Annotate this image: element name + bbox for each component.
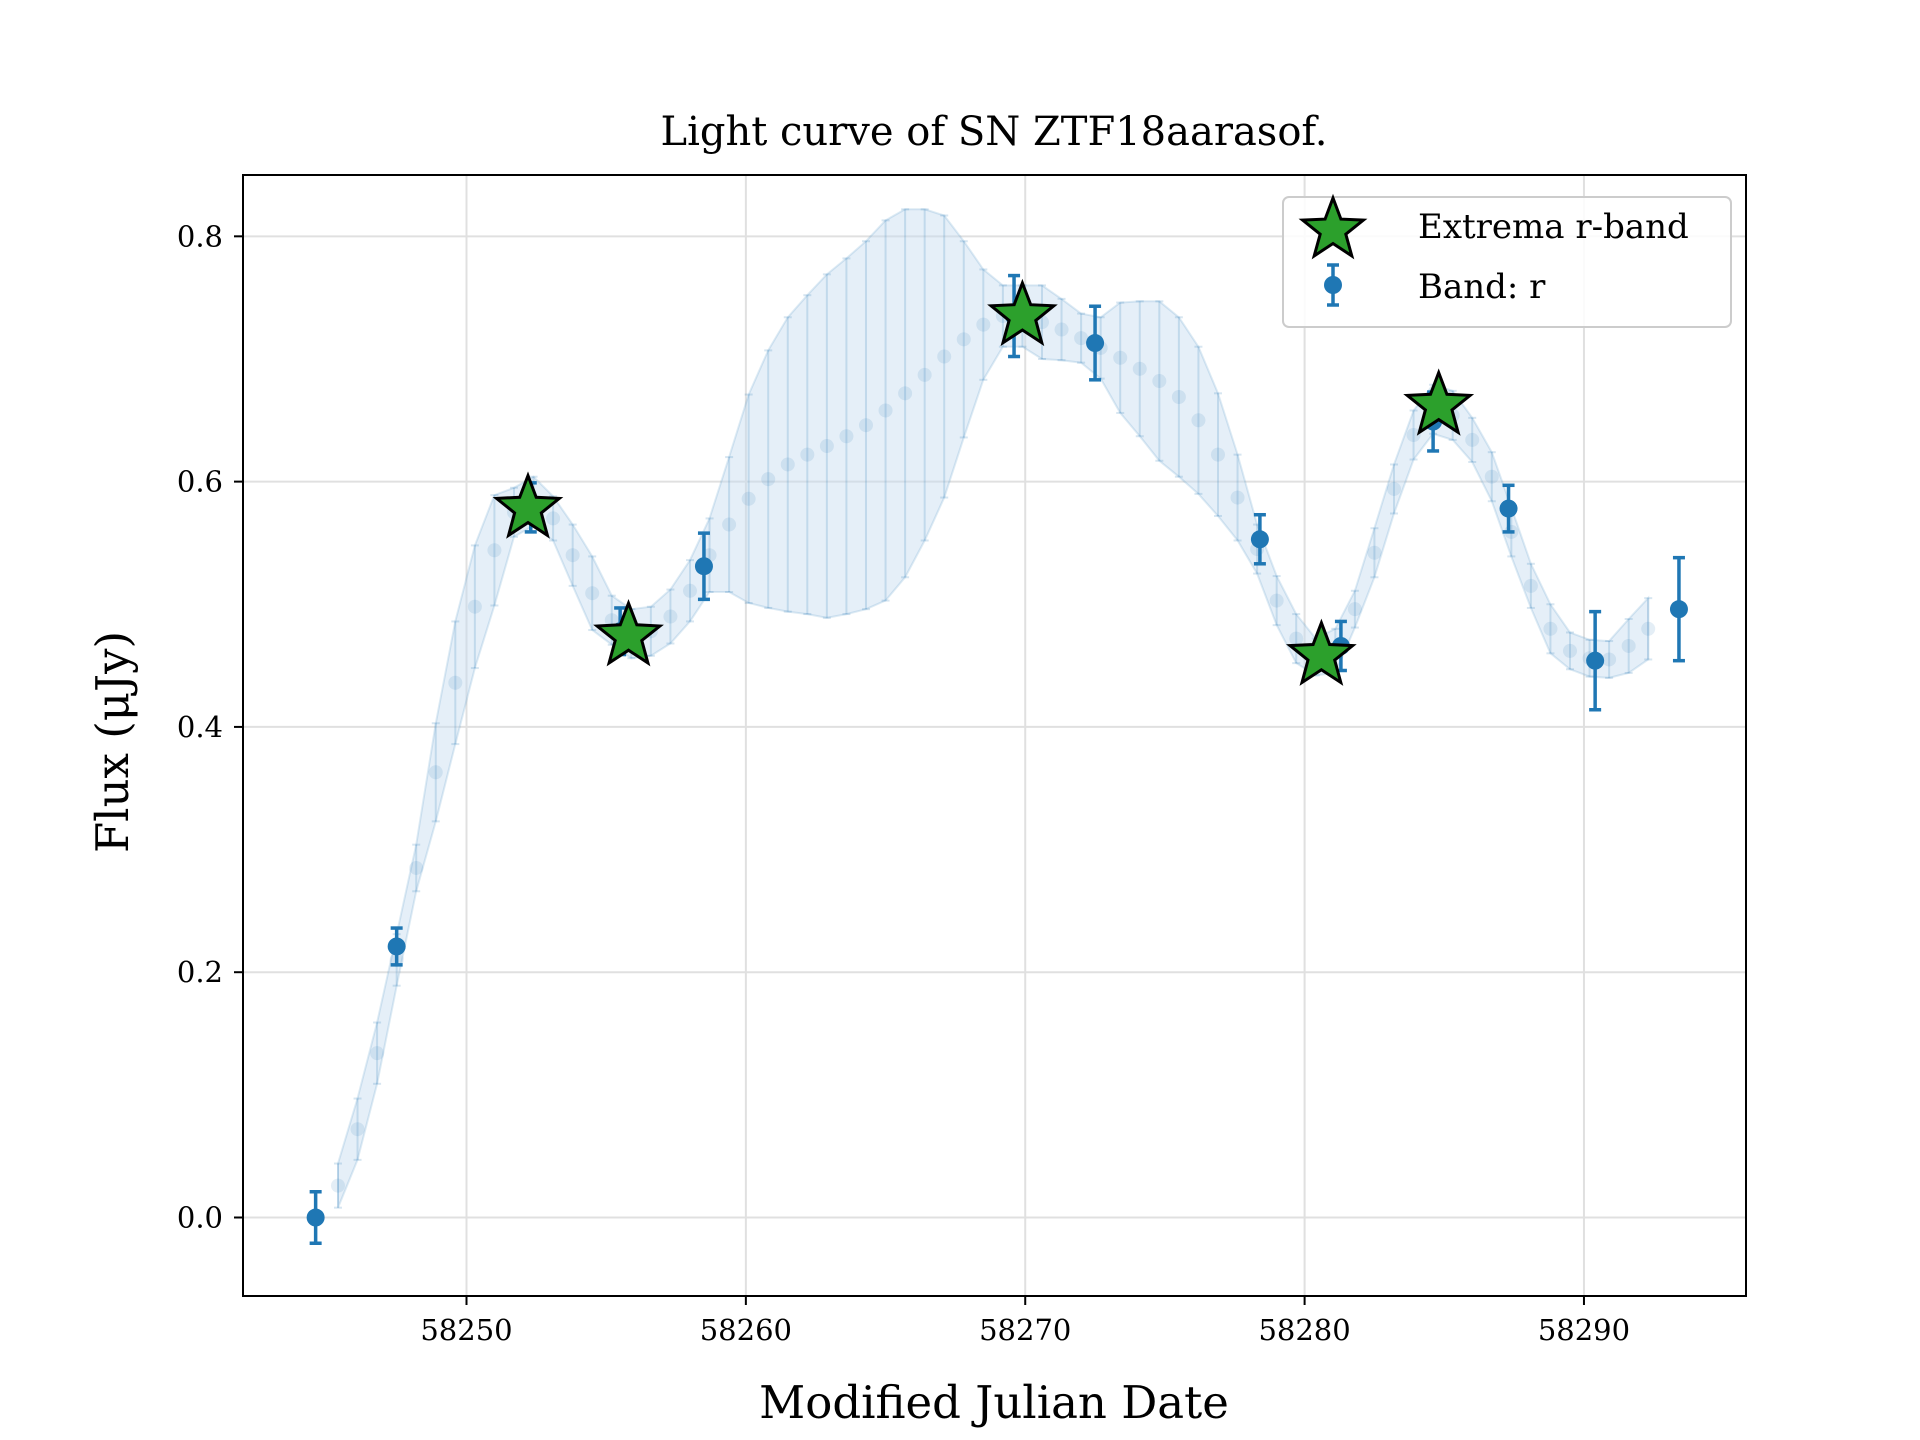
legend-band-symbol	[1324, 263, 1342, 307]
prediction-point	[663, 609, 678, 624]
y-tick-label: 0.6	[177, 465, 223, 499]
prediction-point	[1543, 621, 1558, 636]
data-point	[1586, 651, 1605, 670]
axes-frame	[242, 174, 1747, 1297]
legend-box	[1282, 196, 1732, 328]
legend: Extrema r-band Band: r	[1282, 193, 1732, 328]
prediction-point	[839, 429, 854, 444]
prediction-point	[956, 332, 971, 347]
prediction-point	[428, 765, 443, 780]
prediction-point	[370, 1046, 385, 1061]
prediction-point	[761, 472, 776, 487]
prediction-point	[741, 491, 756, 506]
prediction-band-area	[337, 208, 1650, 1209]
prediction-point	[1602, 652, 1617, 667]
data-point	[306, 1208, 325, 1227]
extrema-markers	[492, 278, 1475, 686]
chart-title: Light curve of SN ZTF18aarasof.	[661, 109, 1328, 155]
prediction-point	[800, 447, 815, 462]
x-tick-label: 58270	[979, 1313, 1071, 1347]
prediction-point	[1171, 389, 1186, 404]
prediction-point	[1641, 621, 1656, 636]
prediction-point	[1113, 350, 1128, 365]
prediction-point	[1562, 643, 1577, 658]
prediction-point	[898, 386, 913, 401]
prediction-point	[1054, 322, 1069, 337]
y-tick-label: 0.4	[177, 710, 223, 744]
prediction-point	[467, 599, 482, 614]
prediction-point	[350, 1122, 365, 1137]
data-point	[694, 557, 713, 576]
prediction-point	[1347, 602, 1362, 617]
prediction-point	[1621, 638, 1636, 653]
data-point	[1086, 334, 1105, 353]
prediction-point	[565, 548, 580, 563]
prediction-point	[1484, 469, 1499, 484]
prediction-point	[1230, 490, 1245, 505]
x-axis-title: Modified Julian Date	[759, 1376, 1229, 1429]
x-tick-label: 58280	[1258, 1313, 1350, 1347]
prediction-point	[448, 675, 463, 690]
legend-extrema-symbol	[1298, 193, 1368, 260]
prediction-point	[1152, 374, 1167, 389]
extrema-star	[1285, 618, 1357, 686]
y-axis-title: Flux (μJy)	[86, 631, 139, 853]
prediction-point	[1386, 481, 1401, 496]
extrema-star	[987, 278, 1058, 347]
extrema-star	[1403, 368, 1475, 436]
prediction-point	[1465, 432, 1480, 447]
prediction-point	[409, 860, 424, 875]
prediction-point	[1132, 361, 1147, 376]
axis-ticks: 58250 58260 58270 58280 58290 0.0 0.2 0.4 0.6 0.8	[177, 219, 1630, 1347]
y-tick-label: 0.0	[177, 1201, 223, 1235]
prediction-point	[1191, 413, 1206, 428]
prediction-point	[546, 511, 561, 526]
prediction-point	[917, 367, 932, 382]
prediction-point	[1406, 428, 1421, 443]
prediction-point	[1367, 545, 1382, 560]
prediction-point	[858, 418, 873, 433]
prediction-point	[1523, 578, 1538, 593]
data-point	[387, 937, 406, 956]
prediction-point	[1074, 331, 1089, 346]
legend-label-band: Band: r	[1418, 267, 1546, 307]
data-series	[306, 273, 1688, 1246]
prediction-point	[1269, 593, 1284, 608]
prediction-point	[976, 317, 991, 332]
prediction-point	[722, 517, 737, 532]
data-point	[1669, 600, 1688, 619]
x-tick-label: 58260	[700, 1313, 792, 1347]
extrema-star	[492, 471, 564, 539]
prediction-point	[1210, 447, 1225, 462]
prediction-point	[878, 403, 893, 418]
prediction-point	[819, 439, 834, 454]
data-point	[1250, 530, 1269, 549]
prediction-point	[487, 543, 502, 558]
legend-label-extrema: Extrema r-band	[1418, 207, 1689, 247]
prediction-point	[780, 457, 795, 472]
prediction-point	[937, 349, 952, 364]
extrema-star	[593, 598, 664, 667]
x-tick-label: 58290	[1538, 1313, 1630, 1347]
prediction-point	[1289, 631, 1304, 646]
prediction-point	[330, 1178, 345, 1193]
prediction-point	[682, 583, 697, 598]
y-tick-label: 0.2	[177, 955, 223, 989]
prediction-point	[585, 586, 600, 601]
legend-point	[1324, 276, 1342, 294]
legend-star-marker	[1298, 193, 1368, 260]
y-tick-label: 0.8	[177, 219, 223, 253]
data-point	[1499, 499, 1518, 518]
x-tick-label: 58250	[420, 1313, 512, 1347]
